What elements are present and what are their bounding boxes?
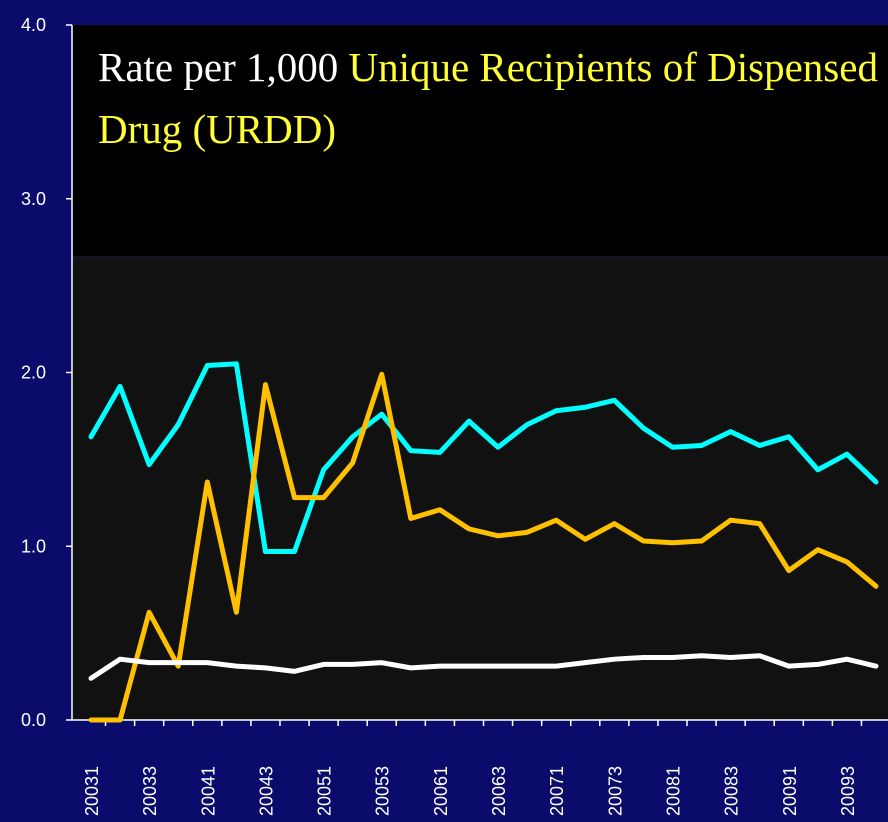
y-tick-label: 4.0 — [21, 15, 46, 35]
x-tick-label: 20093 — [838, 766, 858, 816]
x-tick-label: 20041 — [198, 766, 218, 816]
series-line — [88, 371, 879, 723]
x-tick-label: 20053 — [373, 766, 393, 816]
title: Rate per 1,000 Unique Recipients of Disp… — [98, 36, 886, 160]
x-tick-label: 20043 — [256, 766, 276, 816]
x-tick-label: 20081 — [663, 766, 683, 816]
x-tick-label: 20061 — [431, 766, 451, 816]
x-tick-label: 20051 — [315, 766, 335, 816]
x-tick-label: 20063 — [489, 766, 509, 816]
y-tick-label: 1.0 — [21, 536, 46, 556]
y-tick-label: 3.0 — [21, 189, 46, 209]
y-tick-label: 2.0 — [21, 363, 46, 383]
x-tick-label: 20071 — [547, 766, 567, 816]
series-line — [88, 361, 879, 554]
title-main: Rate per 1,000 — [98, 44, 339, 90]
marks: 0.0 1.0 2.0 3.0 4.0 20031 20033 20041 20043 20051… — [21, 15, 888, 816]
title-box — [72, 25, 888, 257]
x-tick-label: 20083 — [722, 766, 742, 816]
title-highlight: Unique Recipients of Dispensed Drug (URD… — [98, 44, 878, 152]
x-tick-label: 20031 — [82, 766, 102, 816]
x-tick-label: 20033 — [140, 766, 160, 816]
series-line — [88, 653, 879, 681]
y-tick-label: 0.0 — [21, 710, 46, 730]
x-tick-label: 20073 — [605, 766, 625, 816]
x-tick-label: 20091 — [780, 766, 800, 816]
